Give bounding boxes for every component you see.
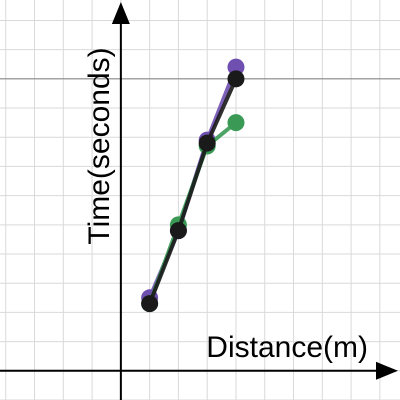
y-axis-title: Time(seconds) (83, 47, 116, 244)
series-1-point (227, 58, 245, 76)
series-3 (141, 70, 245, 313)
series-3-point (141, 295, 159, 313)
axis-titles: Distance(m) Time(seconds) (83, 47, 368, 364)
x-axis-arrow-icon (376, 361, 398, 380)
series-group (141, 58, 245, 313)
y-axis-arrow-icon (111, 2, 130, 24)
series-3-point (198, 134, 216, 152)
series-3-point (169, 222, 187, 240)
series-3-point (227, 70, 245, 88)
series-3-line (147, 76, 238, 306)
x-axis-title: Distance(m) (206, 331, 368, 364)
series-2-point (227, 114, 245, 132)
series-2-line (147, 120, 238, 306)
